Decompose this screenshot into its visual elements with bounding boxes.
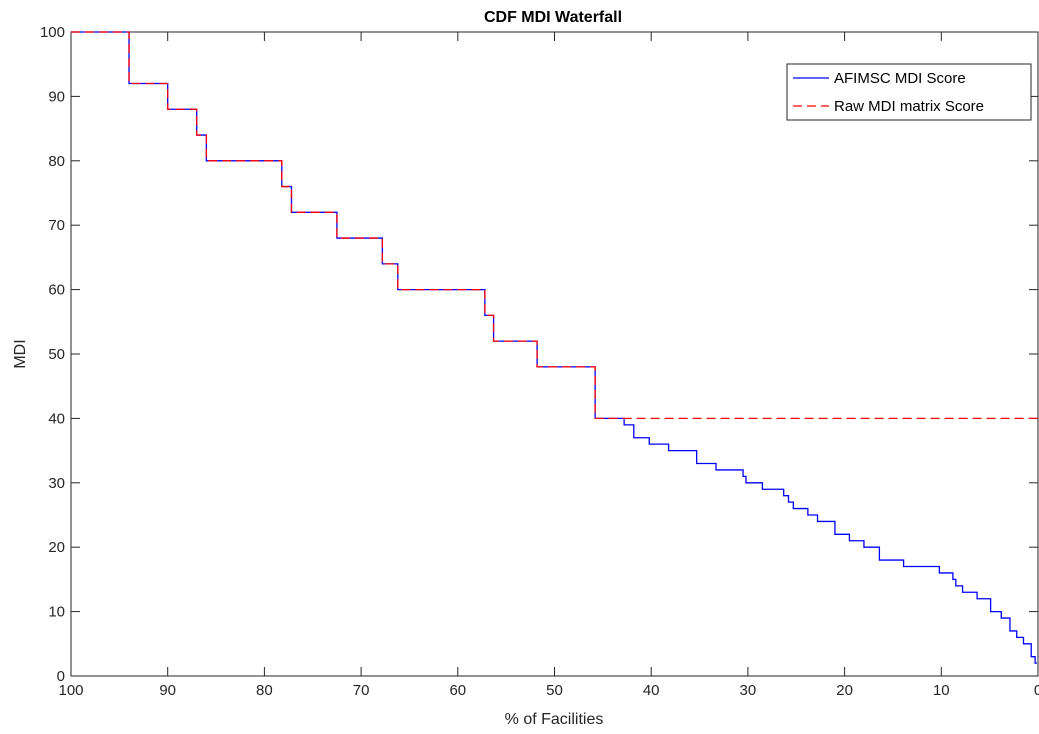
y-tick-label: 10: [48, 604, 65, 621]
y-tick-label: 90: [48, 88, 65, 105]
x-tick-label: 100: [58, 682, 83, 699]
y-tick-label: 30: [48, 475, 65, 492]
y-tick-label: 100: [40, 24, 65, 41]
x-tick-label: 0: [1034, 682, 1039, 699]
y-axis-label: MDI: [12, 339, 29, 368]
legend-box: [786, 63, 1032, 121]
x-tick-label: 60: [449, 682, 466, 699]
y-tick-label: 70: [48, 217, 65, 234]
x-tick-label: 50: [546, 682, 563, 699]
legend-label-afimsc: AFIMSC MDI Score: [834, 70, 966, 87]
x-tick-label: 90: [159, 682, 176, 699]
axis-ticks: 100 90 80 70 60 50 40 30 20 10 0010203040506070809…: [40, 24, 1039, 699]
legend-label-raw: Raw MDI matrix Score: [834, 98, 984, 115]
y-tick-label: 20: [48, 539, 65, 556]
chart-title: CDF MDI Waterfall: [484, 9, 622, 26]
x-tick-label: 20: [836, 682, 853, 699]
x-tick-label: 30: [740, 682, 757, 699]
y-tick-label: 60: [48, 282, 65, 299]
series-lines: [71, 31, 1038, 664]
legend: AFIMSC MDI Score Raw MDI matrix Score: [786, 63, 1032, 121]
y-tick-label: 0: [57, 668, 65, 685]
x-tick-label: 80: [256, 682, 273, 699]
y-tick-label: 50: [48, 346, 65, 363]
y-tick-label: 40: [48, 410, 65, 427]
plot-area: [70, 31, 1039, 677]
y-tick-label: 80: [48, 153, 65, 170]
x-tick-label: 40: [643, 682, 660, 699]
x-tick-label: 10: [933, 682, 950, 699]
series-line-raw: [71, 31, 1038, 420]
x-axis-label: % of Facilities: [505, 711, 604, 728]
x-tick-label: 70: [353, 682, 370, 699]
